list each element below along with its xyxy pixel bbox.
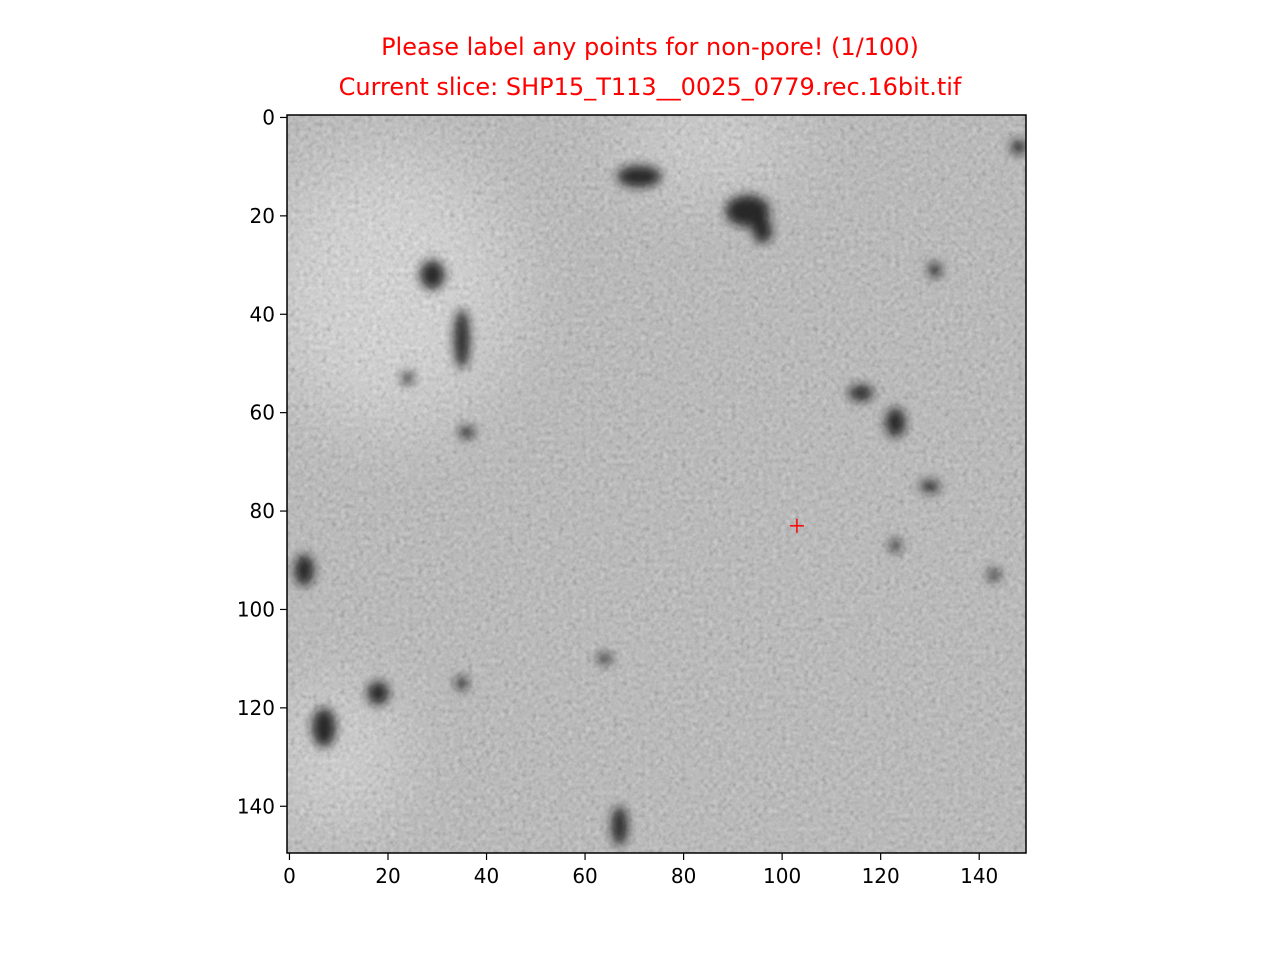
y-tick-label: 60 (250, 401, 275, 425)
axes-frame (286, 114, 1027, 854)
pore-region (294, 554, 315, 586)
label-marker (789, 518, 804, 533)
pore-region (988, 569, 1000, 581)
pore-region (928, 262, 942, 278)
x-tick-label: 140 (960, 864, 998, 888)
pore-region (420, 260, 445, 290)
pore-region (454, 309, 470, 369)
pore-region (367, 681, 389, 705)
x-tick-label: 20 (375, 864, 400, 888)
x-tick-label: 40 (474, 864, 499, 888)
y-tick-label: 80 (250, 499, 275, 523)
pore-region (889, 539, 902, 552)
pore-region (617, 165, 662, 188)
dark-regions-layer (294, 139, 1026, 846)
pore-region (312, 707, 336, 748)
y-tick-label: 20 (250, 204, 275, 228)
pore-region (455, 676, 468, 691)
figure-title-line-1: Please label any points for non-pore! (1… (381, 33, 919, 61)
pore-region (725, 195, 770, 227)
pore-region (752, 218, 773, 243)
pore-region (458, 426, 475, 439)
pore-region (848, 385, 874, 401)
pore-region (920, 480, 940, 493)
figure-title-line-2: Current slice: SHP15_T113__0025_0779.rec… (338, 73, 962, 101)
marker-layer (789, 518, 804, 533)
pore-region (597, 653, 613, 664)
pore-region (885, 407, 906, 438)
image-grain (287, 115, 1026, 853)
pore-region (1011, 139, 1026, 155)
x-tick-label: 0 (283, 864, 296, 888)
image-plot-area[interactable] (265, 103, 1026, 853)
pore-region (401, 372, 414, 385)
x-tick-label: 80 (671, 864, 696, 888)
x-tick-label: 60 (572, 864, 597, 888)
y-tick-label: 40 (250, 302, 275, 326)
x-axis: 0 20 40 60 80 100 120 140 (283, 853, 998, 888)
y-tick-label: 100 (237, 597, 275, 621)
y-tick-label: 0 (262, 105, 275, 129)
pore-region (611, 806, 628, 846)
x-tick-label: 100 (763, 864, 801, 888)
y-axis: 0 20 40 60 80 100 120 140 (237, 105, 287, 818)
x-tick-label: 120 (862, 864, 900, 888)
y-tick-label: 140 (237, 794, 275, 818)
y-tick-label: 120 (237, 696, 275, 720)
